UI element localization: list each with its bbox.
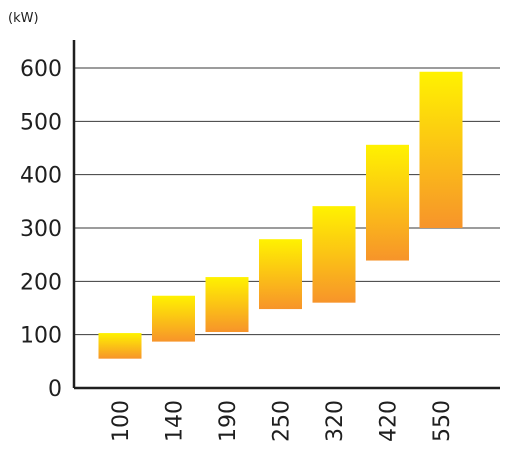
bar-140 — [152, 295, 195, 342]
bar-420 — [366, 144, 409, 261]
x-tick-label: 190 — [216, 400, 241, 442]
y-tick-label: 200 — [20, 270, 62, 295]
y-tick-label: 400 — [20, 164, 62, 189]
x-tick-label: 320 — [323, 400, 348, 442]
x-tick-label: 250 — [270, 400, 295, 442]
x-tick-label: 550 — [430, 400, 455, 442]
y-tick-label: 100 — [20, 324, 62, 349]
y-unit-label: (kW) — [8, 11, 39, 26]
x-tick-label: 420 — [377, 400, 402, 442]
y-tick-label: 300 — [20, 217, 62, 242]
x-tick-labels: 100 140 190 250 320 420 550 — [109, 400, 455, 442]
y-tick-label: 0 — [48, 377, 62, 402]
x-tick-label: 100 — [109, 400, 134, 442]
x-tick-label: 140 — [163, 400, 188, 442]
y-tick-label: 500 — [20, 110, 62, 135]
axes — [72, 40, 500, 390]
y-tick-label: 600 — [20, 57, 62, 82]
bar-250 — [259, 239, 302, 310]
bar-550 — [419, 71, 463, 229]
bar-190 — [205, 277, 249, 333]
y-tick-labels: 0 100 200 300 400 500 600 — [20, 57, 62, 402]
gridlines — [74, 67, 500, 336]
bars — [98, 71, 463, 359]
bar-100 — [98, 333, 142, 359]
bar-320 — [312, 206, 356, 303]
